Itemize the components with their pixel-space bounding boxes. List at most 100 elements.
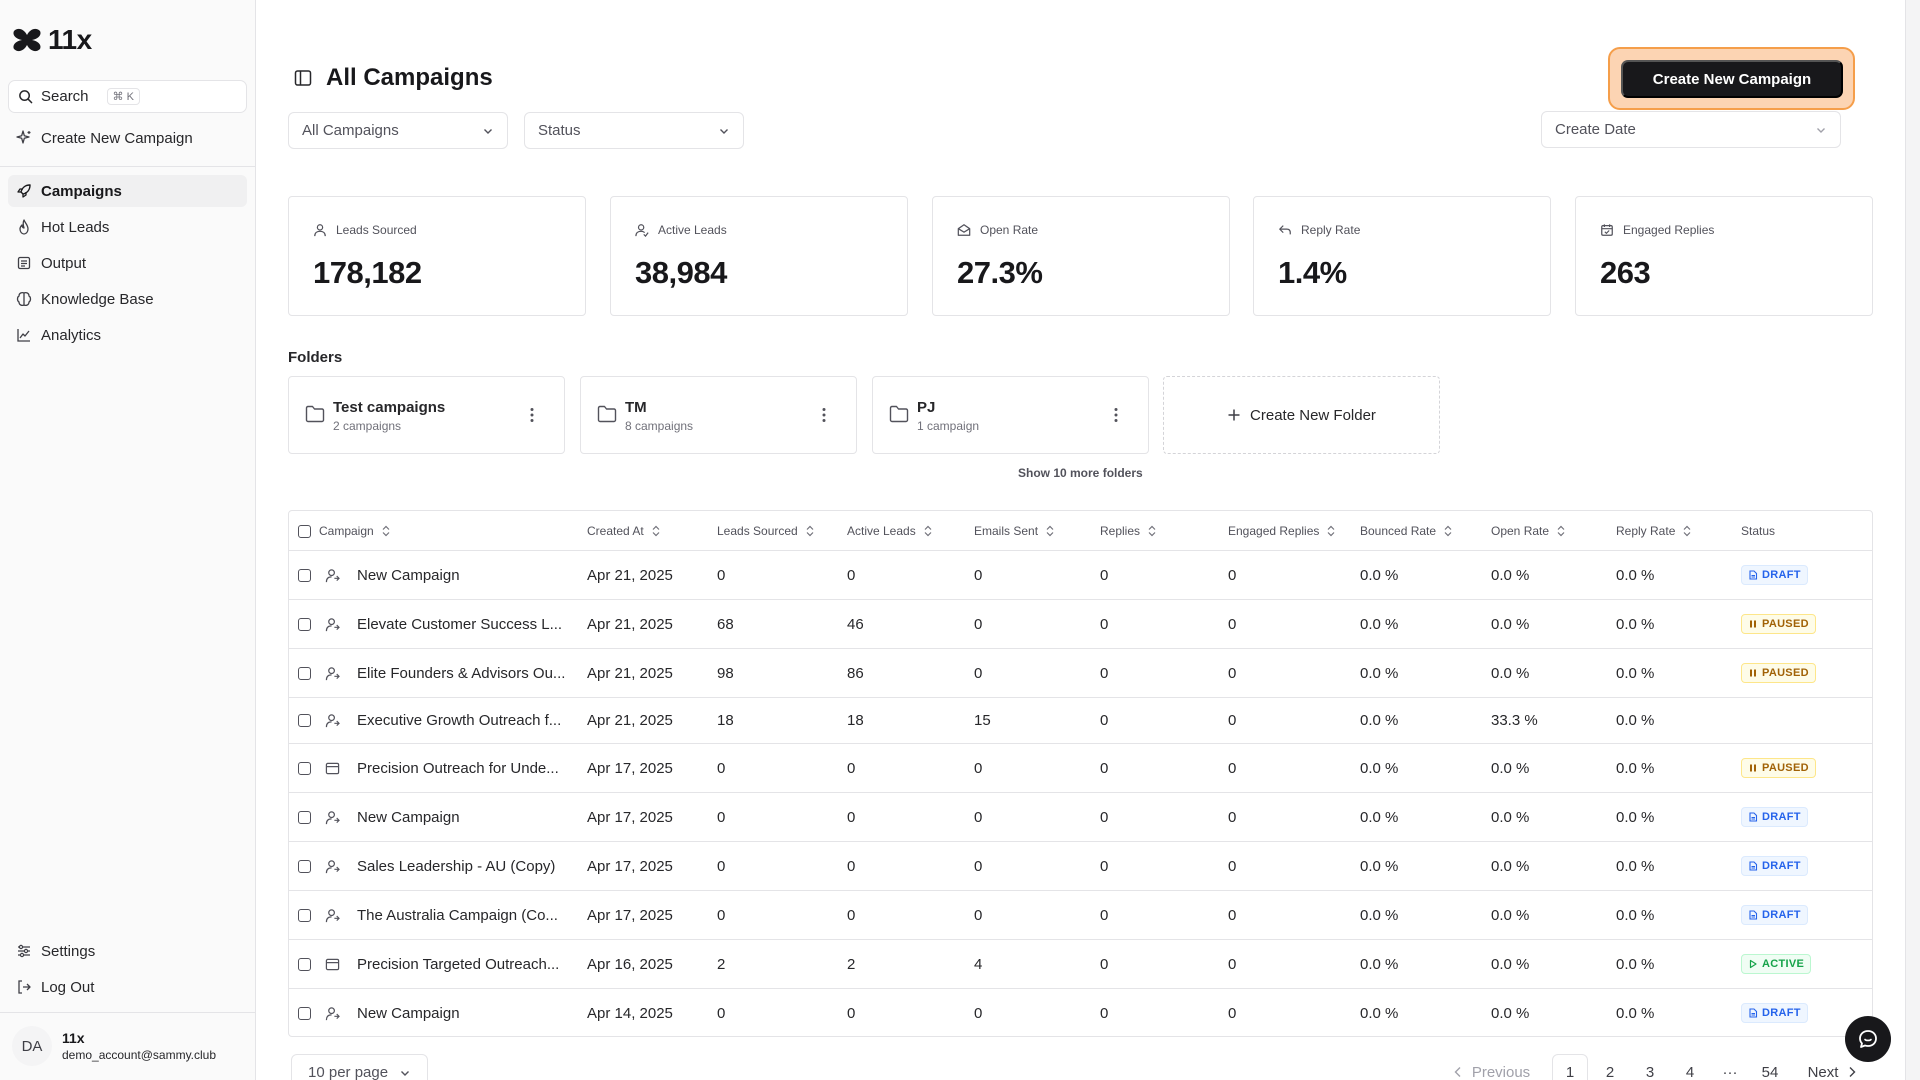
table-row[interactable]: Executive Growth Outreach f... Apr 21, 20…: [289, 698, 1872, 744]
table-row[interactable]: Sales Leadership - AU (Copy) Apr 17, 2025…: [289, 842, 1872, 891]
more-vertical-icon[interactable]: [530, 407, 534, 423]
status-filter-select[interactable]: Status: [524, 112, 744, 149]
cell-campaign[interactable]: New Campaign: [357, 808, 460, 826]
column-header-engaged-replies[interactable]: Engaged Replies: [1228, 511, 1335, 551]
cell-leads-sourced: 0: [717, 759, 726, 777]
pagination-page-last[interactable]: 54: [1761, 1063, 1779, 1080]
cell-reply-rate: 0.0 %: [1616, 664, 1655, 682]
cell-bounced-rate: 0.0 %: [1360, 857, 1399, 875]
select-all-checkbox[interactable]: [298, 511, 311, 551]
cell-campaign[interactable]: Sales Leadership - AU (Copy): [357, 857, 556, 875]
pagination-next[interactable]: Next: [1802, 1054, 1862, 1080]
cell-campaign[interactable]: New Campaign: [357, 566, 460, 584]
row-checkbox[interactable]: [298, 793, 311, 841]
table-row[interactable]: Elite Founders & Advisors Ou... Apr 21, 2…: [289, 649, 1872, 698]
cell-open-rate: 0.0 %: [1491, 664, 1530, 682]
table-row[interactable]: Precision Outreach for Unde... Apr 17, 20…: [289, 744, 1872, 793]
pagination-page-3[interactable]: 3: [1645, 1063, 1655, 1080]
cell-campaign[interactable]: Elevate Customer Success L...: [357, 615, 563, 633]
column-header-bounced-rate[interactable]: Bounced Rate: [1360, 511, 1452, 551]
stat-card-reply-rate: Reply Rate 1.4%: [1253, 196, 1551, 316]
per-page-select[interactable]: 10 per page: [291, 1054, 428, 1080]
column-header-status[interactable]: Status: [1741, 511, 1775, 551]
row-checkbox[interactable]: [298, 842, 311, 890]
folder-card[interactable]: TM 8 campaigns: [580, 376, 857, 454]
cell-campaign[interactable]: New Campaign: [357, 1004, 460, 1022]
table-row[interactable]: The Australia Campaign (Co... Apr 17, 202…: [289, 891, 1872, 940]
column-header-open-rate[interactable]: Open Rate: [1491, 511, 1565, 551]
sidebar-create-campaign[interactable]: Create New Campaign: [8, 122, 247, 154]
row-checkbox[interactable]: [298, 551, 311, 599]
date-sort-select[interactable]: Create Date: [1541, 111, 1841, 148]
sidebar-item-knowledge-base[interactable]: Knowledge Base: [8, 283, 247, 315]
sidebar-item-output[interactable]: Output: [8, 247, 247, 279]
cell-campaign[interactable]: Elite Founders & Advisors Ou...: [357, 664, 566, 682]
sidebar-toggle-icon[interactable]: [293, 68, 313, 88]
folder-card[interactable]: PJ 1 campaign: [872, 376, 1149, 454]
row-checkbox[interactable]: [298, 698, 311, 743]
cell-created-at: Apr 17, 2025: [587, 857, 673, 875]
create-folder-button[interactable]: Create New Folder: [1163, 376, 1440, 454]
browser-window-icon: [325, 940, 340, 988]
campaign-filter-select[interactable]: All Campaigns: [288, 112, 508, 149]
logo[interactable]: 11x: [12, 24, 92, 56]
user-menu[interactable]: DA 11x demo_account@sammy.club: [12, 1026, 216, 1066]
row-checkbox[interactable]: [298, 600, 311, 648]
page-scrollbar[interactable]: [1905, 0, 1920, 1080]
sidebar-item-logout[interactable]: Log Out: [8, 971, 247, 1003]
stat-value: 178,182: [313, 255, 422, 290]
row-checkbox[interactable]: [298, 989, 311, 1037]
row-checkbox[interactable]: [298, 891, 311, 939]
column-header-label: Campaign: [319, 524, 374, 538]
column-header-active-leads[interactable]: Active Leads: [847, 511, 932, 551]
sidebar-item-settings[interactable]: Settings: [8, 935, 247, 967]
sidebar-item-campaigns[interactable]: Campaigns: [8, 175, 247, 207]
cell-campaign[interactable]: Executive Growth Outreach f...: [357, 712, 562, 729]
cell-replies: 0: [1100, 712, 1109, 729]
brain-icon: [16, 291, 32, 307]
cell-engaged-replies: 0: [1228, 857, 1237, 875]
stat-label: Open Rate: [980, 223, 1039, 237]
row-checkbox[interactable]: [298, 744, 311, 792]
folder-card[interactable]: Test campaigns 2 campaigns: [288, 376, 565, 454]
column-header-campaign[interactable]: Campaign: [319, 511, 390, 551]
chevron-left-icon: [1454, 1066, 1462, 1078]
column-header-reply-rate[interactable]: Reply Rate: [1616, 511, 1691, 551]
cell-campaign[interactable]: Precision Targeted Outreach...: [357, 955, 560, 973]
cell-reply-rate: 0.0 %: [1616, 759, 1655, 777]
sidebar-item-hot-leads[interactable]: Hot Leads: [8, 211, 247, 243]
cell-replies: 0: [1100, 566, 1109, 584]
search-input[interactable]: Search ⌘ K: [8, 80, 247, 113]
chat-support-button[interactable]: [1845, 1016, 1891, 1062]
column-header-leads-sourced[interactable]: Leads Sourced: [717, 511, 814, 551]
table-row[interactable]: Precision Targeted Outreach... Apr 16, 20…: [289, 940, 1872, 989]
sidebar-item-analytics[interactable]: Analytics: [8, 319, 247, 351]
row-checkbox[interactable]: [298, 649, 311, 697]
more-vertical-icon[interactable]: [1114, 407, 1118, 423]
calendar-check-icon: [1600, 223, 1614, 237]
sidebar-create-campaign-label: Create New Campaign: [41, 129, 193, 147]
cell-campaign[interactable]: The Australia Campaign (Co...: [357, 906, 558, 924]
show-more-folders-link[interactable]: Show 10 more folders: [1018, 466, 1143, 480]
column-header-label: Open Rate: [1491, 524, 1550, 538]
folder-name: TM: [625, 399, 647, 416]
more-vertical-icon[interactable]: [822, 407, 826, 423]
column-header-emails-sent[interactable]: Emails Sent: [974, 511, 1054, 551]
column-header-replies[interactable]: Replies: [1100, 511, 1156, 551]
folder-icon: [597, 405, 617, 423]
create-campaign-button[interactable]: Create New Campaign: [1621, 60, 1843, 98]
pagination-page-2[interactable]: 2: [1605, 1063, 1615, 1080]
table-row[interactable]: New Campaign Apr 21, 2025 0 0 0 0 0 0.0 % 0.0 % 0…: [289, 551, 1872, 600]
pagination-previous[interactable]: Previous: [1452, 1054, 1532, 1080]
pagination-page-1[interactable]: 1: [1552, 1054, 1588, 1080]
cell-bounced-rate: 0.0 %: [1360, 808, 1399, 826]
stat-value: 263: [1600, 255, 1651, 290]
column-header-created-at[interactable]: Created At: [587, 511, 660, 551]
cell-campaign[interactable]: Precision Outreach for Unde...: [357, 759, 559, 777]
table-row[interactable]: New Campaign Apr 14, 2025 0 0 0 0 0 0.0 % 0.0 % 0…: [289, 989, 1872, 1037]
table-row[interactable]: Elevate Customer Success L... Apr 21, 202…: [289, 600, 1872, 649]
pagination-page-4[interactable]: 4: [1685, 1063, 1695, 1080]
table-row[interactable]: New Campaign Apr 17, 2025 0 0 0 0 0 0.0 % 0.0 % 0…: [289, 793, 1872, 842]
row-checkbox[interactable]: [298, 940, 311, 988]
cell-reply-rate: 0.0 %: [1616, 712, 1655, 729]
